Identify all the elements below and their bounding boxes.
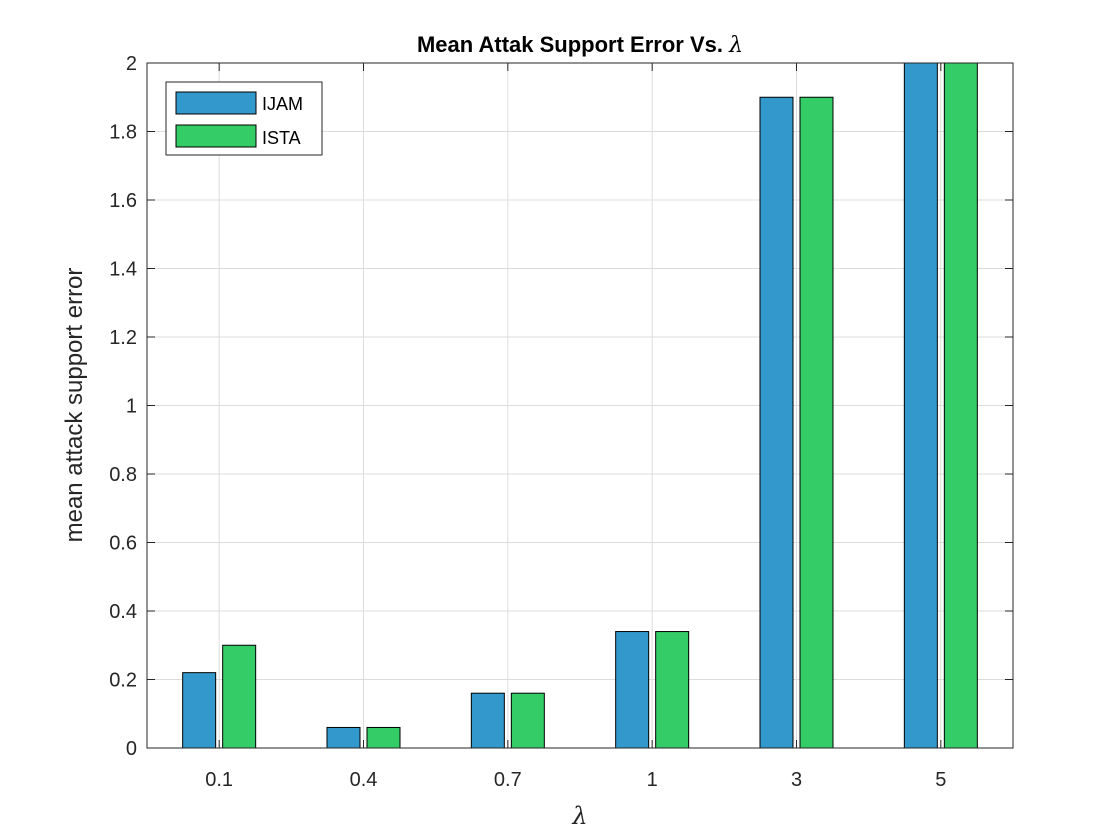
- legend-label-ijam: IJAM: [262, 94, 303, 114]
- bar-ijam-0_1: [182, 672, 217, 749]
- x-tick-label: 0.1: [205, 769, 233, 791]
- bar-ista-5: [943, 62, 978, 749]
- bar-ijam-1: [615, 631, 650, 749]
- bar-ijam-0_7: [470, 692, 505, 749]
- bar-ijam-5: [903, 62, 938, 749]
- y-tick-label: 2: [126, 53, 137, 75]
- bar-ista-0_4: [366, 726, 401, 749]
- axis-ticks: 0 0.2 0.4 0.6 0.8 1 1.2 1.4 1.6 1.8 2 0.1 0.4 0.7 1 3 5: [109, 53, 1013, 791]
- y-tick-label: 1.8: [109, 122, 137, 144]
- y-tick-label: 1.6: [109, 190, 137, 212]
- legend-swatch-ista: [175, 124, 257, 148]
- y-tick-label: 1.4: [109, 259, 137, 281]
- y-tick-label: 0.6: [109, 533, 137, 555]
- bar-ista-0_7: [510, 692, 545, 749]
- bar-ista-0_1: [222, 644, 257, 749]
- y-axis-label: mean attack support error: [61, 268, 88, 543]
- y-tick-label: 0: [126, 738, 137, 760]
- chart-title: Mean Attak Support Error Vs. λ: [417, 32, 743, 58]
- x-tick-label: 0.7: [494, 769, 522, 791]
- y-tick-label: 1.2: [109, 327, 137, 349]
- x-tick-label: 0.4: [350, 769, 378, 791]
- legend-swatch-ijam: [175, 91, 257, 115]
- y-tick-label: 0.2: [109, 670, 137, 692]
- bar-ista-1: [655, 631, 690, 749]
- y-tick-label: 1: [126, 396, 137, 418]
- y-tick-label: 0.8: [109, 464, 137, 486]
- bar-ista-3: [799, 96, 834, 749]
- x-tick-label: 3: [791, 769, 802, 791]
- bar-ijam-0_4: [326, 726, 361, 749]
- legend-label-ista: ISTA: [262, 128, 301, 148]
- bar-ijam-3: [759, 96, 794, 749]
- x-axis-label: λ: [571, 802, 587, 830]
- x-tick-label: 1: [647, 769, 658, 791]
- y-tick-label: 0.4: [109, 601, 137, 623]
- x-tick-label: 5: [935, 769, 946, 791]
- bar-series: [182, 62, 978, 749]
- legend: IJAM ISTA: [165, 81, 323, 156]
